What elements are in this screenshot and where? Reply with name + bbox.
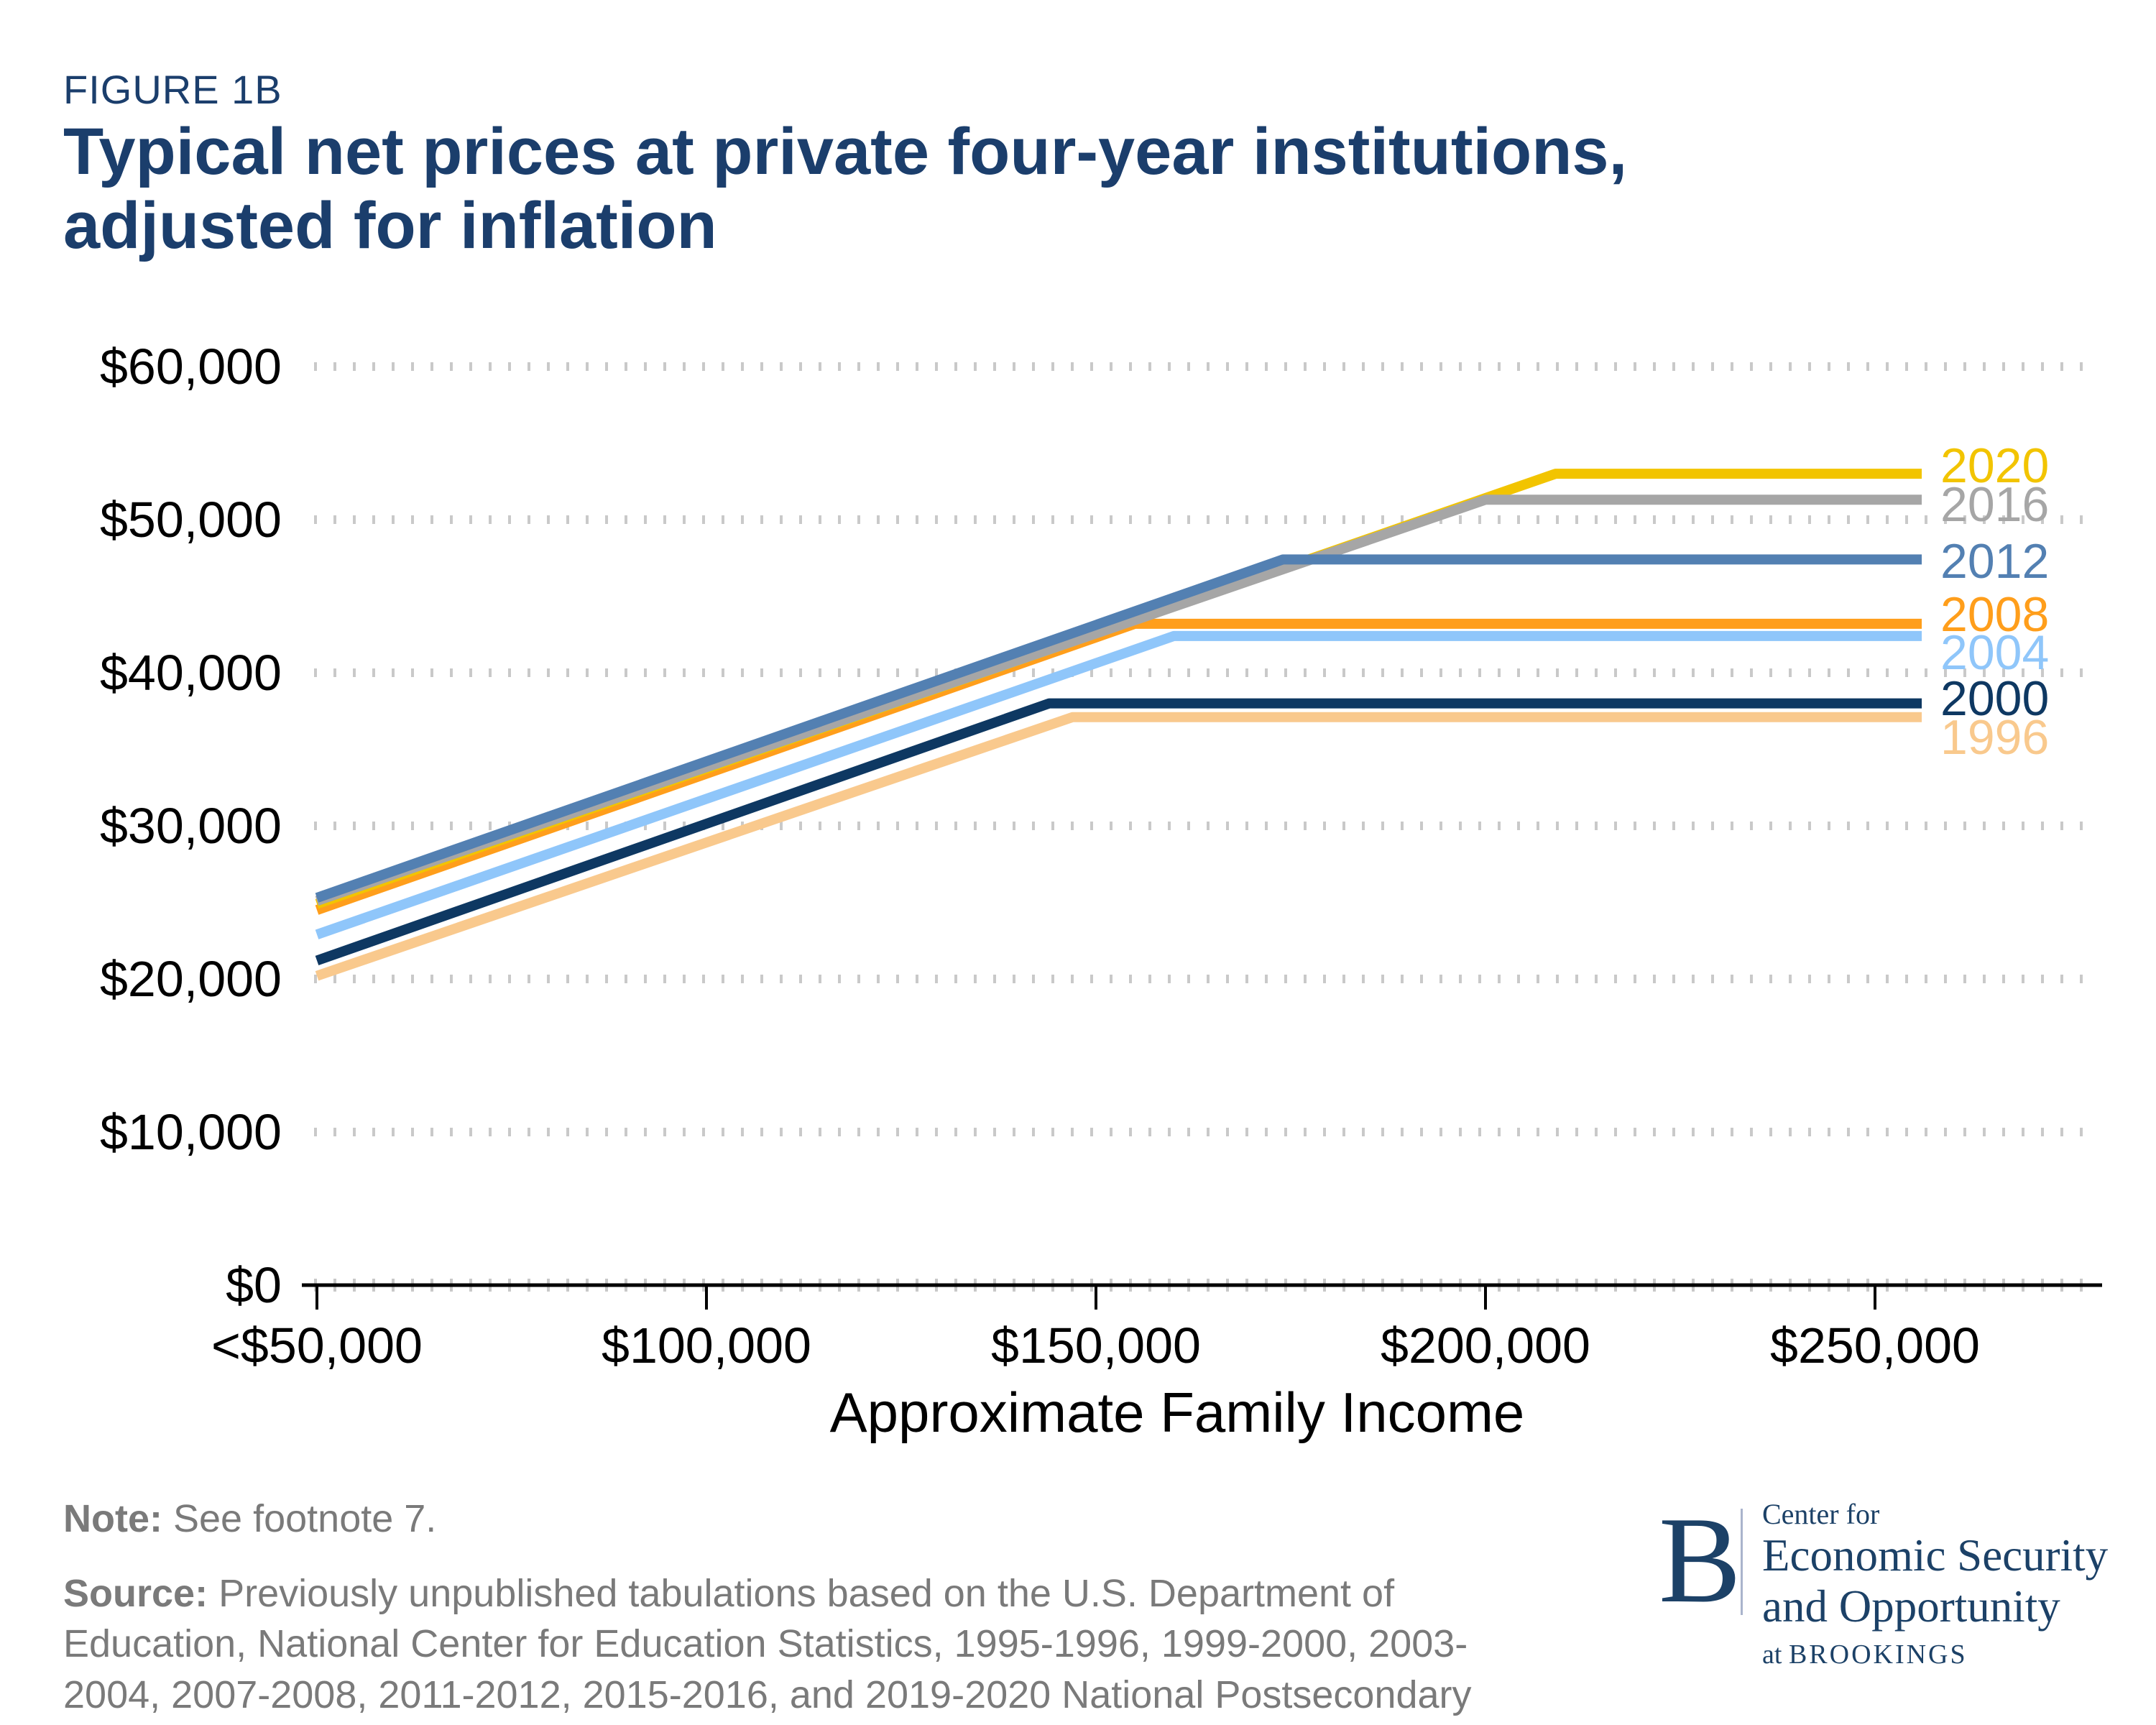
footnotes: Note: See footnote 7. Source: Previously… [63, 1494, 1493, 1725]
brookings-logo-mark: B [1659, 1492, 1741, 1629]
series-label-2020: 2020 [1940, 438, 2049, 493]
x-axis-title: Approximate Family Income [830, 1381, 1525, 1444]
x-tick-label: $150,000 [991, 1317, 1201, 1374]
series-line-2008 [315, 618, 1922, 915]
logo-economic-security: Economic Security [1762, 1530, 2109, 1581]
y-tick-label: $50,000 [100, 492, 282, 548]
series-line-1996 [315, 712, 1922, 981]
series-label-1996: 1996 [1940, 710, 2049, 765]
series-line-2000 [315, 698, 1922, 966]
x-axis [302, 1283, 2102, 1310]
logo-at-brookings: at BROOKINGS [1762, 1639, 2108, 1670]
y-tick-label: $0 [226, 1257, 282, 1313]
y-tick-label: $20,000 [100, 951, 282, 1007]
brookings-logo: B Center for Economic Security and Oppor… [1653, 1499, 2127, 1707]
logo-at: at [1762, 1639, 1789, 1670]
series-line-2004 [315, 630, 1922, 939]
x-axis-labels: <$50,000 $100,000 $150,000 $200,000 $250,000 [211, 1317, 1980, 1374]
series-lines [315, 469, 1922, 981]
logo-and-opportunity: and Opportunity [1762, 1581, 2060, 1632]
series-label-2008: 2008 [1940, 587, 2049, 642]
source-line: Source: Previously unpublished tabulatio… [63, 1568, 1493, 1725]
y-axis-labels: $0 $10,000 $20,000 $30,000 $40,000 $50,000 $60… [100, 339, 282, 1313]
note-line: Note: See footnote 7. [63, 1494, 1493, 1544]
source-label: Source: [63, 1572, 208, 1616]
series-label-2000: 2000 [1940, 671, 2049, 726]
y-tick-label: $60,000 [100, 339, 282, 395]
page-title: Typical net prices at private four-year … [63, 115, 1628, 263]
x-tick-label: <$50,000 [211, 1317, 423, 1374]
note-label: Note: [63, 1497, 162, 1540]
series-label-2004: 2004 [1940, 625, 2049, 680]
logo-center-for: Center for [1762, 1498, 1880, 1530]
y-tick-label: $40,000 [100, 645, 282, 701]
logo-brookings: BROOKINGS [1788, 1639, 1968, 1670]
x-tick-label: $100,000 [602, 1317, 811, 1374]
series-label-2016: 2016 [1940, 477, 2049, 532]
x-tick-label: $250,000 [1770, 1317, 1980, 1374]
series-line-2020 [315, 469, 1922, 909]
figure-label: FIGURE 1B [63, 67, 282, 112]
series-label-2012: 2012 [1940, 534, 2049, 589]
y-tick-label: $30,000 [100, 798, 282, 854]
y-tick-label: $10,000 [100, 1104, 282, 1160]
x-tick-label: $200,000 [1381, 1317, 1590, 1374]
note-text: See footnote 7. [173, 1497, 437, 1540]
logo-divider [1741, 1509, 1743, 1615]
logo-text: Center for Economic Security and Opportu… [1762, 1499, 2108, 1670]
series-line-2016 [315, 494, 1922, 906]
source-text: Previously unpublished tabulations based… [63, 1572, 1472, 1725]
series-line-2012 [315, 554, 1922, 903]
